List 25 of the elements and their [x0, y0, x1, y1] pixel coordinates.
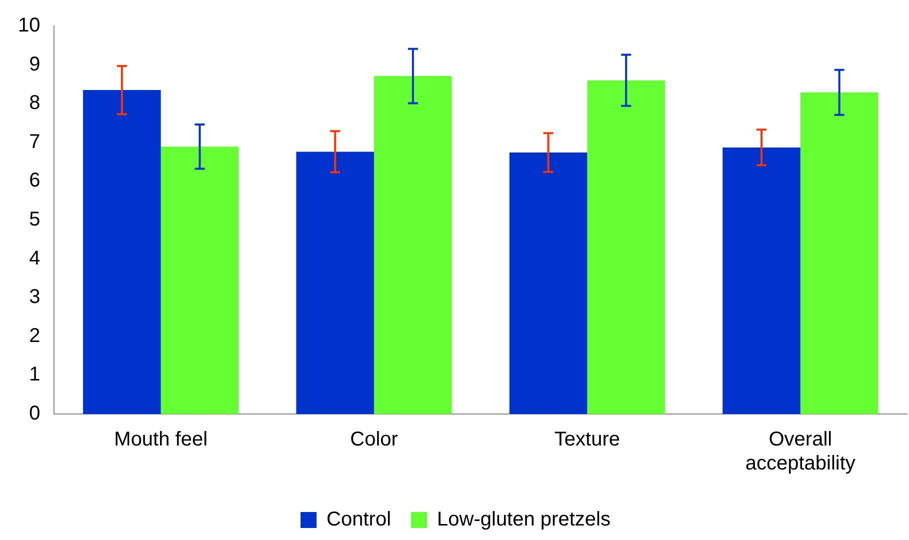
bar [83, 90, 161, 414]
y-tick-label: 9 [29, 53, 40, 76]
bar [800, 92, 878, 414]
y-tick-label: 3 [29, 286, 40, 308]
y-tick-label: 2 [29, 324, 40, 347]
y-tick-label: 4 [29, 247, 40, 270]
y-tick-label: 8 [29, 92, 40, 114]
x-tick-label: Color [350, 428, 398, 451]
x-tick-label: Texture [554, 428, 620, 451]
bar [374, 76, 452, 414]
y-tick-label: 5 [29, 208, 40, 231]
legend-label: Low-gluten pretzels [437, 508, 610, 531]
y-tick-label: 0 [29, 402, 40, 425]
bar [722, 147, 800, 414]
bar [160, 146, 239, 414]
x-tick-label: Overall acceptability [745, 428, 856, 475]
legend-label: Control [326, 508, 392, 531]
y-tick-label: 7 [29, 130, 40, 153]
bar [587, 80, 666, 414]
y-tick-label: 10 [18, 14, 40, 37]
bar [509, 152, 588, 414]
y-tick-label: 6 [29, 170, 40, 192]
x-tick-label: Mouth feel [114, 428, 208, 451]
bar [296, 152, 374, 414]
y-tick-label: 1 [29, 364, 40, 386]
